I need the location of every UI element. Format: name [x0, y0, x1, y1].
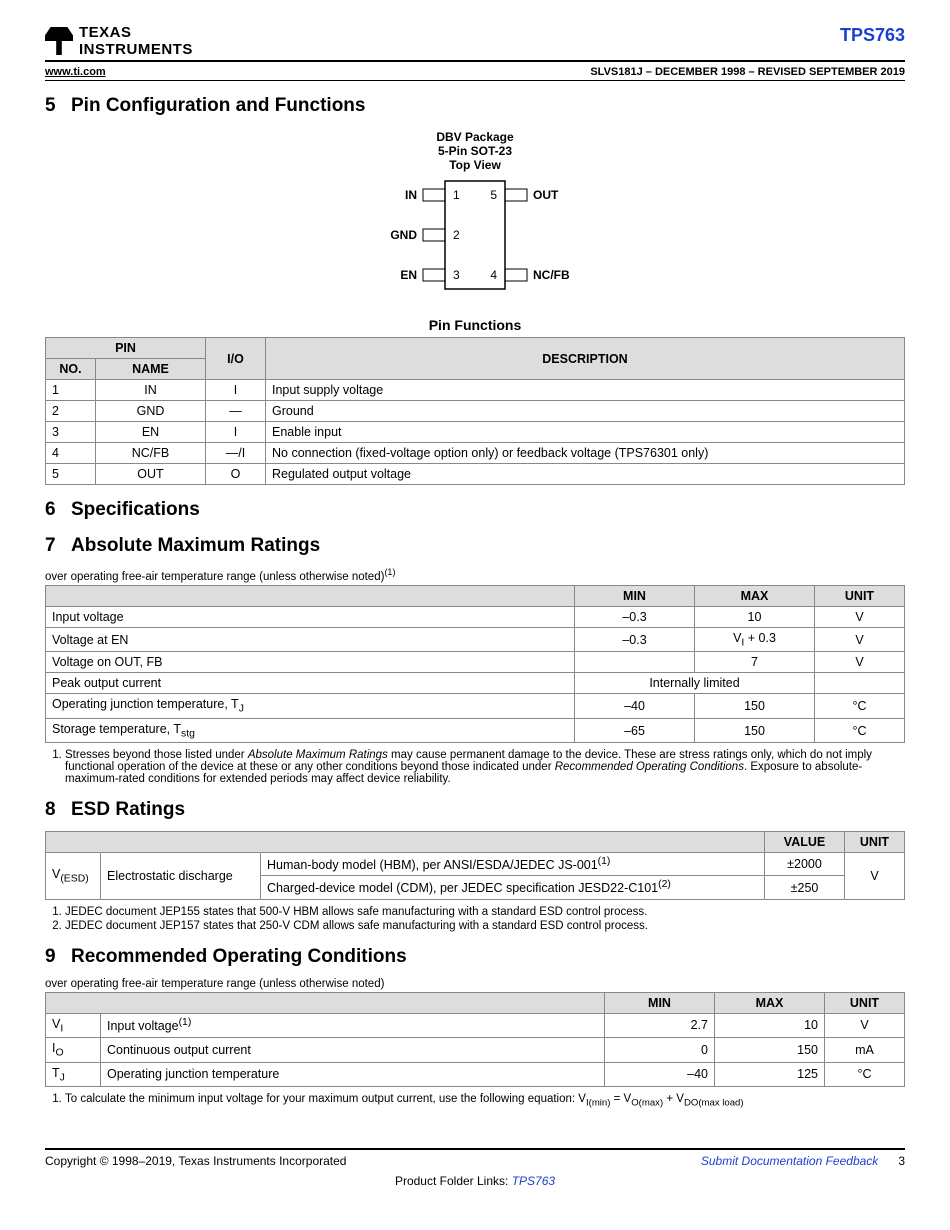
doc-id: SLVS181J – DECEMBER 1998 – REVISED SEPTE…	[590, 66, 905, 78]
roc-table: MIN MAX UNIT VIInput voltage(1)2.710VIOC…	[45, 992, 905, 1088]
company-name: TEXAS INSTRUMENTS	[79, 25, 193, 58]
page-header: TEXAS INSTRUMENTS TPS763	[45, 25, 905, 62]
page-footer: Copyright © 1998–2019, Texas Instruments…	[45, 1148, 905, 1168]
roc-note: over operating free-air temperature rang…	[45, 978, 905, 990]
amr-note: over operating free-air temperature rang…	[45, 567, 905, 583]
svg-text:NC/FB: NC/FB	[533, 268, 570, 282]
svg-text:5-Pin SOT-23: 5-Pin SOT-23	[438, 144, 512, 158]
section-7-heading: 7Absolute Maximum Ratings	[45, 535, 905, 557]
website-url[interactable]: www.ti.com	[45, 66, 106, 78]
pinout-svg: DBV Package 5-Pin SOT-23 Top View 1 IN 2…	[345, 129, 605, 299]
esd-table: VALUE UNIT V(ESD) Electrostatic discharg…	[45, 831, 905, 899]
header-right: TPS763	[840, 25, 905, 46]
amr-footnotes: Stresses beyond those listed under Absol…	[45, 749, 905, 785]
ti-logo-icon	[45, 27, 73, 55]
roc-footnotes: To calculate the minimum input voltage f…	[45, 1093, 905, 1108]
svg-text:IN: IN	[405, 188, 417, 202]
section-9-heading: 9Recommended Operating Conditions	[45, 946, 905, 968]
pin-functions-title: Pin Functions	[45, 317, 905, 333]
svg-text:EN: EN	[400, 268, 417, 282]
page-number: 3	[898, 1154, 905, 1168]
svg-text:OUT: OUT	[533, 188, 559, 202]
section-5-heading: 5Pin Configuration and Functions	[45, 95, 905, 117]
part-number[interactable]: TPS763	[840, 25, 905, 46]
section-6-heading: 6Specifications	[45, 499, 905, 521]
svg-text:Top View: Top View	[449, 158, 501, 172]
svg-text:3: 3	[453, 268, 460, 282]
svg-text:5: 5	[490, 188, 497, 202]
product-link[interactable]: TPS763	[512, 1174, 555, 1188]
section-8-heading: 8ESD Ratings	[45, 799, 905, 821]
feedback-link[interactable]: Submit Documentation Feedback	[701, 1154, 878, 1168]
package-diagram: DBV Package 5-Pin SOT-23 Top View 1 IN 2…	[45, 129, 905, 299]
svg-text:GND: GND	[390, 228, 417, 242]
copyright: Copyright © 1998–2019, Texas Instruments…	[45, 1154, 346, 1168]
svg-text:1: 1	[453, 188, 460, 202]
svg-text:2: 2	[453, 228, 460, 242]
esd-footnotes: JEDEC document JEP155 states that 500-V …	[45, 906, 905, 932]
amr-table: MIN MAX UNIT Input voltage–0.310VVoltage…	[45, 585, 905, 744]
company-logo: TEXAS INSTRUMENTS	[45, 25, 193, 58]
footer-links: Product Folder Links: TPS763	[45, 1174, 905, 1188]
pin-functions-table: PIN I/O DESCRIPTION NO. NAME 1INIInput s…	[45, 337, 905, 485]
esd-symbol: V(ESD)	[46, 853, 101, 899]
sub-header: www.ti.com SLVS181J – DECEMBER 1998 – RE…	[45, 66, 905, 81]
svg-text:4: 4	[490, 268, 497, 282]
svg-text:DBV Package: DBV Package	[436, 130, 514, 144]
